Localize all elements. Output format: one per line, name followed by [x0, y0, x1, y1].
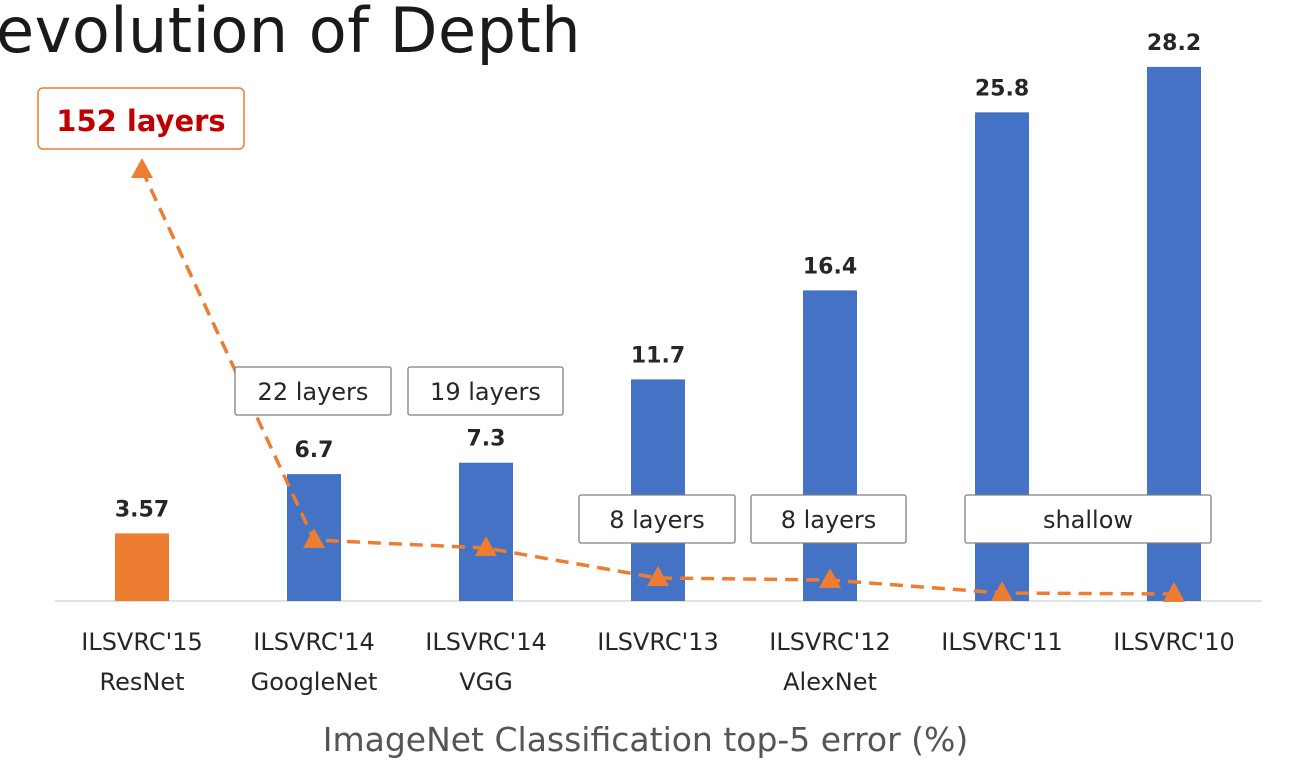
bar-value-label: 11.7 [631, 343, 685, 368]
bar [631, 379, 685, 601]
x-tick-label: ILSVRC'10 [1113, 628, 1234, 656]
resnet-annotation-label: 152 layers [56, 104, 225, 138]
depth-marker [475, 536, 497, 556]
bar-value-label: 25.8 [975, 76, 1029, 101]
depth-marker [647, 566, 669, 586]
x-tick-label: ILSVRC'14 [425, 628, 546, 656]
depth-label-box [234, 366, 392, 416]
depth-label-box [407, 366, 564, 416]
depth-label: 19 layers [430, 378, 541, 406]
x-tick-label: ILSVRC'14 [253, 628, 374, 656]
depth-label: 22 layers [258, 378, 369, 406]
x-tick-label: ILSVRC'11 [941, 628, 1062, 656]
x-tick-label: ILSVRC'12 [769, 628, 890, 656]
bar-value-label: 7.3 [467, 427, 506, 452]
x-tick-label: VGG [459, 668, 513, 696]
bar-value-label: 28.2 [1147, 31, 1201, 56]
depth-label-box [578, 494, 736, 544]
x-tick-label: ILSVRC'15 [81, 628, 202, 656]
depth-label: 8 layers [781, 506, 877, 534]
depth-marker [1163, 582, 1185, 602]
bar-value-label: 16.4 [803, 254, 857, 279]
depth-label: shallow [1043, 506, 1133, 534]
x-tick-label: ILSVRC'13 [597, 628, 718, 656]
depth-marker [303, 528, 325, 548]
bar-value-label: 3.57 [115, 497, 169, 522]
x-tick-label: ResNet [100, 668, 185, 696]
depth-label-box [750, 494, 907, 544]
depth-marker [819, 568, 841, 588]
x-tick-label: GoogleNet [251, 668, 378, 696]
slide-title: evolution of Depth [0, 0, 582, 67]
depth-label: 8 layers [609, 506, 705, 534]
bar [803, 290, 857, 601]
depth-marker [131, 158, 153, 178]
x-tick-label: AlexNet [783, 668, 877, 696]
x-axis-title: ImageNet Classification top-5 error (%) [322, 720, 969, 759]
resnet-annotation-box [37, 87, 245, 150]
bar [459, 462, 513, 601]
depth-marker [991, 581, 1013, 601]
bar-value-label: 6.7 [295, 438, 334, 463]
bar [115, 533, 169, 601]
depth-label-box [964, 494, 1212, 544]
